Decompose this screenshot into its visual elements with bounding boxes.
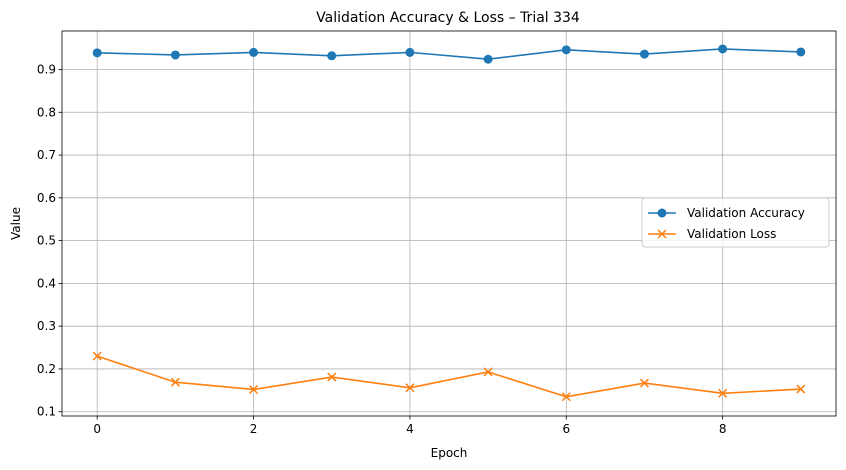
- data-point: [718, 44, 728, 54]
- series-line: [97, 48, 801, 61]
- data-point: [170, 377, 180, 387]
- chart-title: Validation Accuracy & Loss – Trial 334: [316, 10, 580, 26]
- y-tick-label: 0.1: [37, 405, 56, 419]
- legend-item: Validation Accuracy: [648, 206, 805, 220]
- y-tick-label: 0.7: [37, 148, 56, 162]
- legend-marker: [657, 208, 667, 218]
- x-tick-label: 6: [562, 422, 570, 436]
- legend-label: Validation Loss: [687, 227, 776, 241]
- y-axis-label: Value: [9, 207, 23, 240]
- data-point: [796, 384, 806, 394]
- y-axis: 0.1 0.2 0.3 0.4 0.5 0.6 0.7 0.8 0.9: [37, 63, 62, 419]
- data-point: [249, 47, 259, 57]
- y-tick-label: 0.4: [37, 276, 56, 290]
- x-tick-label: 0: [93, 422, 101, 436]
- series-line: [96, 355, 801, 398]
- data-point: [561, 45, 571, 55]
- series-validation-loss: [92, 351, 806, 402]
- y-tick-label: 0.2: [37, 362, 56, 376]
- series-layer: [92, 44, 806, 402]
- data-point: [718, 388, 728, 398]
- plot-area-frame: [61, 30, 837, 417]
- x-tick-label: 4: [406, 422, 414, 436]
- data-point: [92, 48, 102, 58]
- data-point: [561, 392, 571, 402]
- series-validation-accuracy: [92, 44, 806, 64]
- data-point: [327, 372, 337, 382]
- legend-box: [641, 197, 830, 248]
- legend-marker: [657, 229, 667, 239]
- y-tick-label: 0.6: [37, 191, 56, 205]
- data-point: [170, 50, 180, 60]
- y-tick-label: 0.5: [37, 234, 56, 248]
- data-point: [405, 47, 415, 57]
- data-point: [327, 51, 337, 61]
- legend: Validation Accuracy Validation Loss: [641, 197, 830, 248]
- legend-item: Validation Loss: [648, 227, 776, 241]
- x-tick-label: 8: [719, 422, 727, 436]
- y-tick-label: 0.3: [37, 319, 56, 333]
- data-point: [639, 378, 649, 388]
- x-axis-label: Epoch: [431, 446, 468, 460]
- y-tick-label: 0.9: [37, 63, 56, 77]
- x-axis: 0 2 4 6 8: [93, 416, 726, 436]
- data-point: [483, 367, 493, 377]
- data-point: [796, 47, 806, 57]
- data-point: [249, 384, 259, 395]
- data-point: [405, 383, 415, 393]
- data-point: [639, 49, 649, 59]
- legend-label: Validation Accuracy: [687, 206, 805, 220]
- y-tick-label: 0.8: [37, 105, 56, 119]
- x-tick-label: 2: [250, 422, 258, 436]
- data-point: [92, 351, 102, 361]
- data-point: [483, 54, 493, 64]
